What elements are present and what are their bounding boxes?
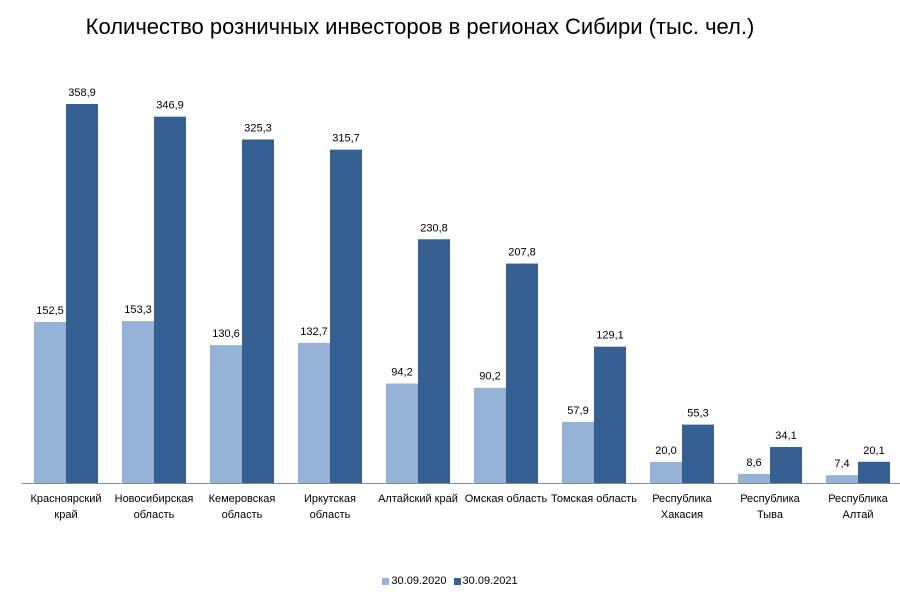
bar-30.09.2021-6	[594, 346, 626, 483]
category-label-0-1: край	[54, 509, 77, 521]
bar-30.09.2020-5	[474, 387, 506, 483]
data-label-30.09.2021-7: 55,3	[687, 408, 708, 420]
category-label-3-1: область	[310, 509, 351, 521]
category-label-3-0: Иркутская	[304, 493, 356, 505]
bar-30.09.2020-4	[386, 383, 418, 483]
legend-item-2020: 30.09.2020	[382, 575, 446, 587]
bar-30.09.2021-5	[506, 263, 538, 483]
legend: 30.09.2020 30.09.2021	[0, 575, 900, 588]
bar-30.09.2021-4	[418, 239, 450, 483]
bar-30.09.2021-1	[154, 116, 186, 483]
bar-30.09.2020-6	[562, 421, 594, 483]
data-label-30.09.2021-0: 358,9	[68, 87, 96, 99]
bar-30.09.2021-2	[242, 139, 274, 483]
data-label-30.09.2020-3: 132,7	[300, 326, 328, 338]
data-label-30.09.2021-9: 20,1	[863, 445, 884, 457]
bar-30.09.2020-9	[826, 475, 858, 483]
bar-30.09.2021-0	[66, 104, 98, 483]
data-label-30.09.2020-0: 152,5	[36, 305, 64, 317]
bar-30.09.2020-7	[650, 461, 682, 483]
category-label-5-0: Омская область	[465, 493, 548, 505]
data-label-30.09.2021-8: 34,1	[775, 430, 796, 442]
category-label-7-0: Республика	[652, 493, 712, 505]
bar-30.09.2020-0	[34, 321, 66, 483]
bar-30.09.2020-3	[298, 342, 330, 483]
data-label-30.09.2021-5: 207,8	[508, 247, 536, 259]
legend-item-2021: 30.09.2021	[453, 575, 518, 587]
data-label-30.09.2021-4: 230,8	[420, 222, 448, 234]
data-label-30.09.2021-2: 325,3	[244, 122, 272, 134]
category-label-0-0: Красноярский	[30, 493, 101, 505]
data-label-30.09.2020-5: 90,2	[479, 371, 500, 383]
data-label-30.09.2021-6: 129,1	[596, 330, 624, 342]
category-label-7-1: Хакасия	[661, 509, 703, 521]
category-label-6-0: Томская область	[551, 493, 637, 505]
category-label-1-0: Новосибирская	[115, 493, 194, 505]
chart-title: Количество розничных инвесторов в регион…	[85, 14, 755, 39]
data-label-30.09.2020-7: 20,0	[655, 445, 676, 457]
bar-30.09.2021-8	[770, 446, 802, 483]
bar-30.09.2020-1	[122, 321, 154, 483]
category-label-8-1: Тыва	[757, 509, 784, 521]
bar-chart: 152,5 358,9 Красноярский край 153,3 346,9 Ново…	[22, 87, 900, 521]
category-label-2-0: Кемеровская	[209, 493, 276, 505]
category-label-2-1: область	[222, 509, 263, 521]
data-label-30.09.2020-2: 130,6	[212, 328, 240, 340]
legend-swatch-2021	[453, 577, 461, 585]
data-label-30.09.2020-9: 7,4	[834, 458, 849, 470]
legend-label-2021: 30.09.2021	[462, 575, 518, 587]
data-label-30.09.2020-4: 94,2	[391, 367, 412, 379]
category-label-9-0: Республика	[828, 493, 888, 505]
category-label-1-1: область	[134, 509, 175, 521]
data-label-30.09.2020-6: 57,9	[567, 405, 588, 417]
data-label-30.09.2021-3: 315,7	[332, 133, 360, 145]
data-label-30.09.2020-1: 153,3	[124, 304, 152, 316]
bar-30.09.2021-7	[682, 424, 714, 483]
legend-swatch-2020	[382, 577, 390, 585]
data-label-30.09.2021-1: 346,9	[156, 100, 184, 112]
bar-30.09.2021-9	[858, 461, 890, 483]
category-label-8-0: Республика	[740, 493, 800, 505]
bar-30.09.2020-8	[738, 473, 770, 483]
legend-label-2020: 30.09.2020	[391, 575, 447, 587]
data-label-30.09.2020-8: 8,6	[746, 457, 761, 469]
bar-30.09.2020-2	[210, 345, 242, 483]
category-label-4-0: Алтайский край	[378, 493, 458, 505]
category-label-9-1: Алтай	[843, 509, 874, 521]
bar-30.09.2021-3	[330, 149, 362, 484]
